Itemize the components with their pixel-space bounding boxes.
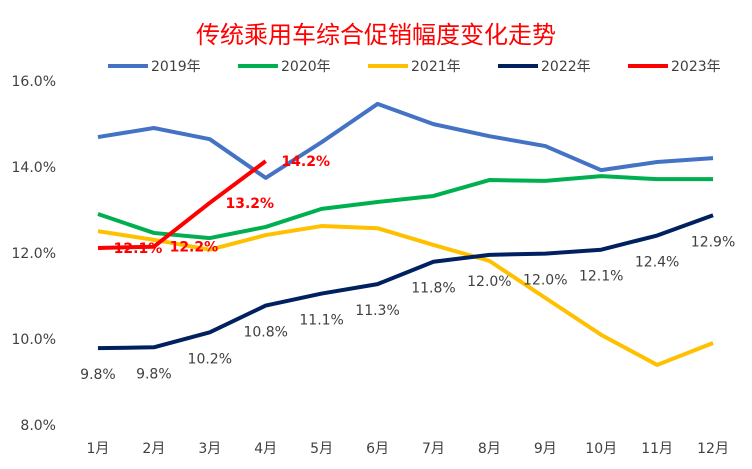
- data-label: 10.2%: [188, 351, 232, 367]
- data-label: 12.1%: [114, 241, 163, 257]
- x-tick-label: 6月: [366, 441, 389, 457]
- data-label: 12.4%: [635, 255, 679, 271]
- data-label: 9.8%: [80, 367, 116, 383]
- x-tick-label: 7月: [422, 441, 445, 457]
- series-line: [97, 101, 714, 180]
- legend-label: 2019年: [151, 59, 201, 75]
- y-tick-label: 16.0%: [12, 74, 56, 90]
- series-line: [97, 159, 267, 250]
- legend-label: 2021年: [411, 59, 461, 75]
- data-label: 12.9%: [691, 234, 735, 250]
- y-tick-label: 12.0%: [12, 246, 56, 262]
- chart-title: 传统乘用车综合促销幅度变化走势: [196, 21, 556, 49]
- legend-label: 2023年: [671, 59, 721, 75]
- x-tick-label: 2月: [142, 441, 165, 457]
- legend-label: 2022年: [541, 59, 591, 75]
- series-line: [97, 224, 714, 367]
- x-tick-label: 3月: [198, 441, 221, 457]
- x-tick-label: 9月: [534, 441, 557, 457]
- legend-label: 2020年: [281, 59, 331, 75]
- series-line: [97, 213, 714, 351]
- data-label: 11.8%: [411, 281, 455, 297]
- data-label: 13.2%: [226, 196, 275, 212]
- x-tick-label: 1月: [86, 441, 109, 457]
- data-label: 10.8%: [243, 325, 287, 341]
- x-tick-label: 4月: [254, 441, 277, 457]
- x-tick-label: 10月: [585, 441, 617, 457]
- series-line: [97, 174, 714, 241]
- data-label: 12.0%: [523, 273, 567, 289]
- data-label: 14.2%: [281, 154, 330, 170]
- y-tick-label: 8.0%: [20, 418, 56, 434]
- x-tick-label: 12月: [697, 441, 729, 457]
- y-tick-label: 10.0%: [12, 332, 56, 348]
- y-tick-label: 14.0%: [12, 160, 56, 176]
- data-label: 12.1%: [579, 269, 623, 285]
- data-label: 11.1%: [299, 313, 343, 329]
- x-tick-label: 8月: [478, 441, 501, 457]
- data-label: 9.8%: [136, 366, 172, 382]
- data-label: 11.3%: [355, 303, 399, 319]
- x-tick-label: 11月: [641, 441, 673, 457]
- data-label: 12.0%: [467, 274, 511, 290]
- data-label: 12.2%: [170, 240, 219, 256]
- x-tick-label: 5月: [310, 441, 333, 457]
